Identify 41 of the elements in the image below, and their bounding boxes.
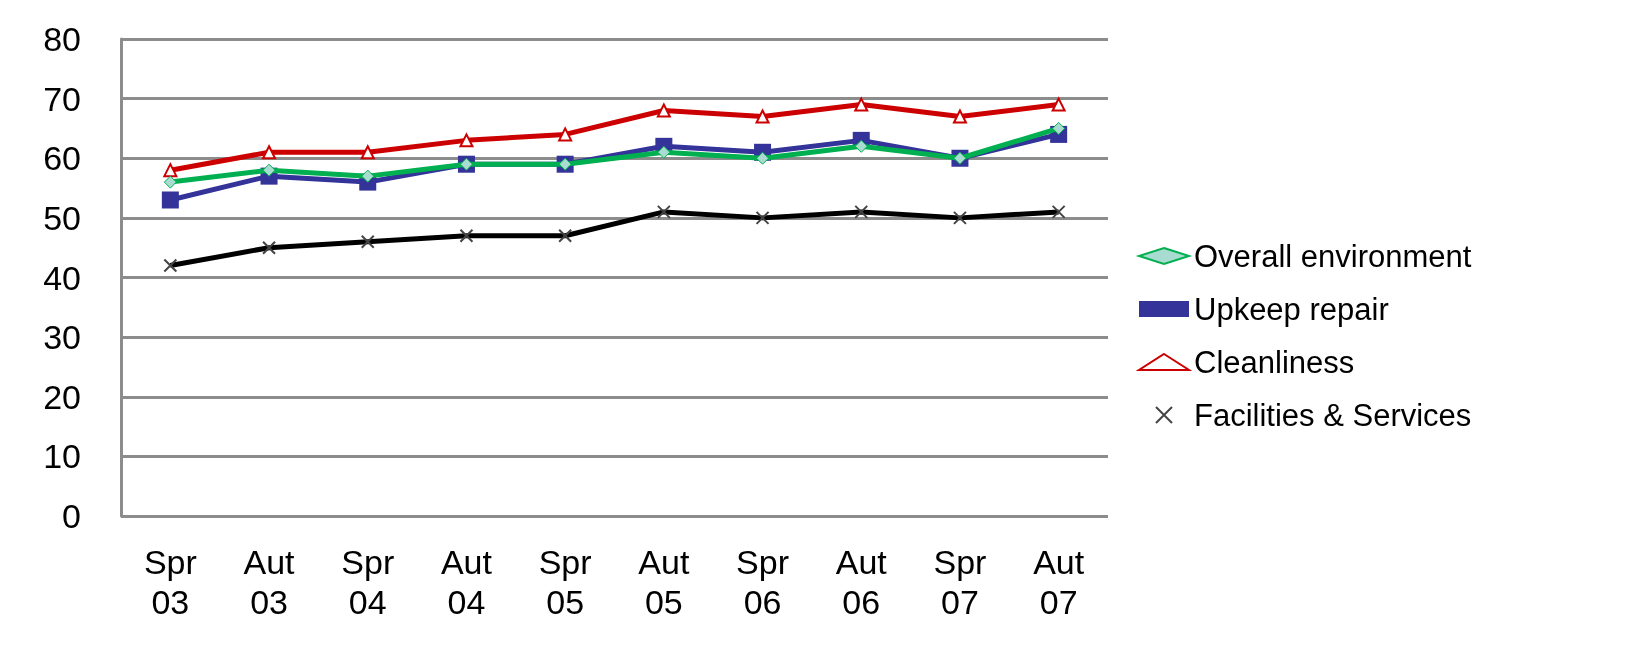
point <box>1052 121 1066 135</box>
x-tick-label: Aut 05 <box>638 543 690 621</box>
y-tick-label: 20 <box>43 377 81 416</box>
y-tick-label: 50 <box>43 198 81 237</box>
y-tick-label: 0 <box>62 497 81 535</box>
x-tick-label: Spr 05 <box>538 543 592 621</box>
y-tick-label: 30 <box>43 318 81 357</box>
x-tick-label: Aut 06 <box>835 543 888 621</box>
legend-label: Cleanliness <box>1194 344 1355 380</box>
y-tick-label: 60 <box>43 139 81 178</box>
x-tick-label: Aut 07 <box>1033 543 1085 621</box>
y-tick-label: 10 <box>43 437 81 476</box>
point <box>459 133 474 148</box>
x-tick-label: Aut 04 <box>440 543 493 621</box>
point <box>755 109 770 124</box>
point <box>1051 97 1066 112</box>
legend-label: Overall environment <box>1194 238 1472 274</box>
x-tick-label: Aut 03 <box>243 543 296 621</box>
x-tick-label: Spr 06 <box>736 543 790 621</box>
y-tick-label: 40 <box>43 258 81 297</box>
point <box>262 163 276 177</box>
point <box>854 97 869 112</box>
point <box>163 175 177 189</box>
point <box>657 145 671 159</box>
point <box>163 163 178 178</box>
x-tick-label: Spr 03 <box>143 543 197 621</box>
point <box>854 139 868 153</box>
point <box>360 145 375 160</box>
point <box>361 169 375 183</box>
point <box>161 191 179 209</box>
y-tick-label: 80 <box>43 20 81 58</box>
x-tick-label: Spr 07 <box>933 543 987 621</box>
y-tick-label: 70 <box>43 79 81 118</box>
point <box>656 103 671 118</box>
legend-label: Facilities & Services <box>1194 397 1472 433</box>
point <box>558 127 573 142</box>
x-tick-label: Spr 04 <box>341 543 395 621</box>
point <box>262 145 277 160</box>
point <box>756 151 770 165</box>
point <box>952 109 967 124</box>
legend-label: Upkeep repair <box>1194 291 1389 327</box>
